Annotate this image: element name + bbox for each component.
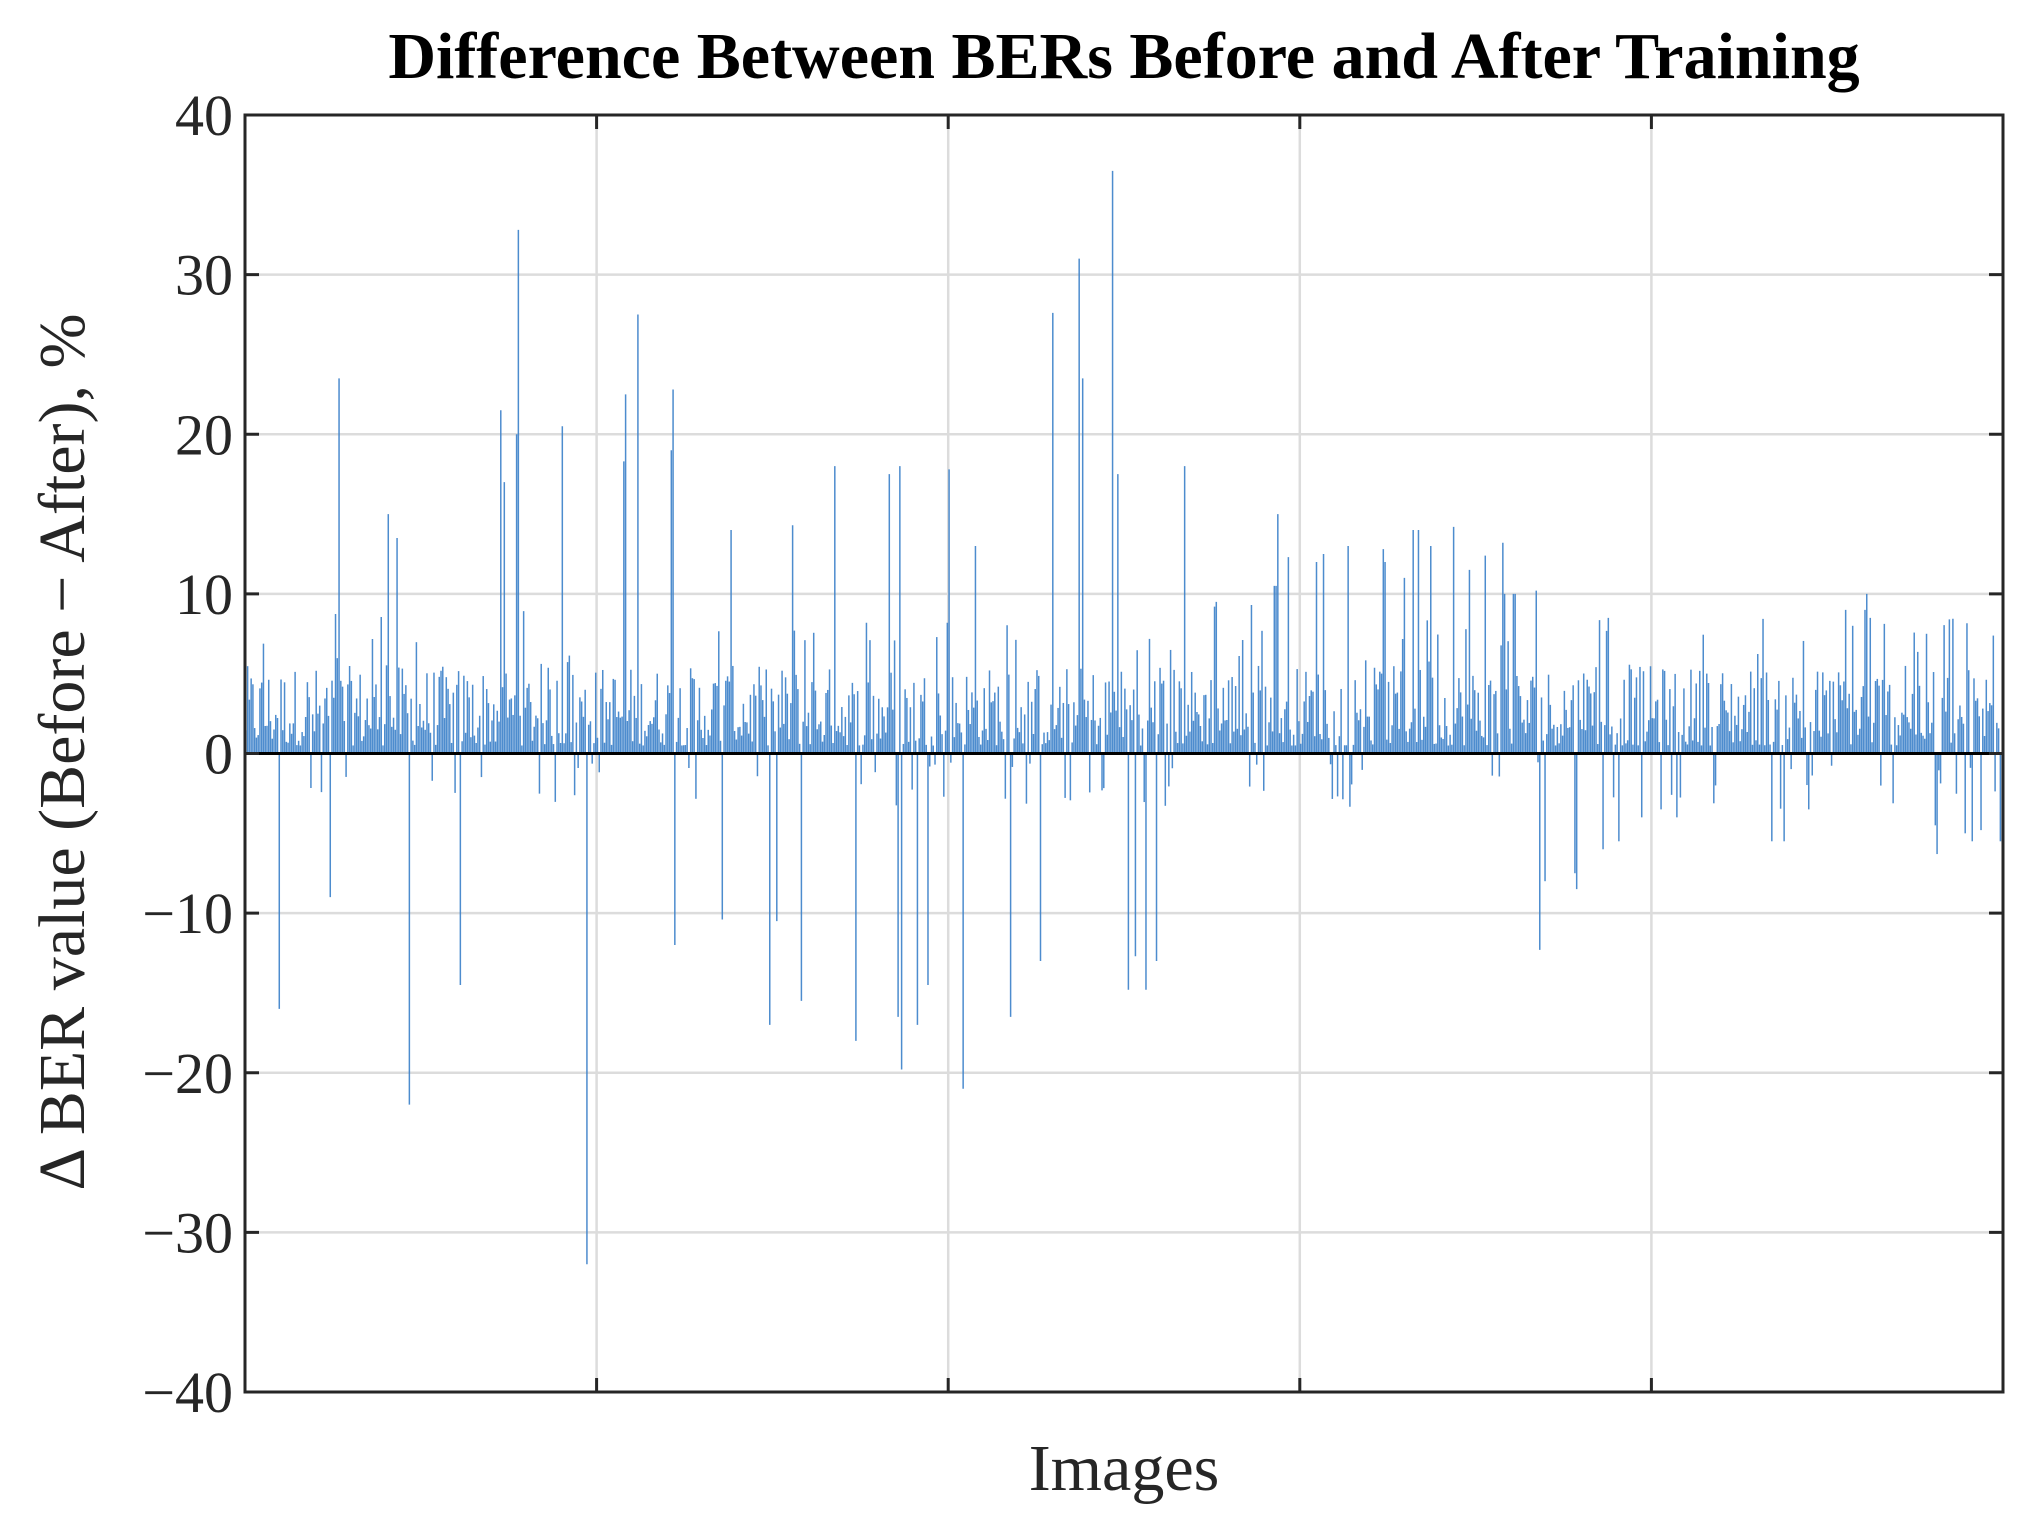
y-tick-label: 0 — [204, 722, 233, 787]
chart-title: Difference Between BERs Before and After… — [388, 20, 1859, 93]
y-tick-label: 10 — [175, 562, 233, 627]
y-tick-label: 20 — [175, 402, 233, 467]
axis-ticks — [243, 113, 2005, 1394]
y-tick-label: −10 — [142, 881, 233, 946]
y-tick-labels: −40 −30 −20 −10 0 10 20 30 40 — [142, 83, 233, 1425]
y-axis-label: Δ BER value (Before − After), % — [26, 314, 99, 1191]
x-axis-label: Images — [1029, 1432, 1220, 1505]
bars — [245, 170, 2003, 1265]
y-tick-label: 30 — [175, 243, 233, 308]
y-tick-label: −40 — [142, 1360, 233, 1425]
y-tick-label: −20 — [142, 1041, 233, 1106]
y-tick-label: −30 — [142, 1200, 233, 1265]
y-tick-label: 40 — [175, 83, 233, 148]
